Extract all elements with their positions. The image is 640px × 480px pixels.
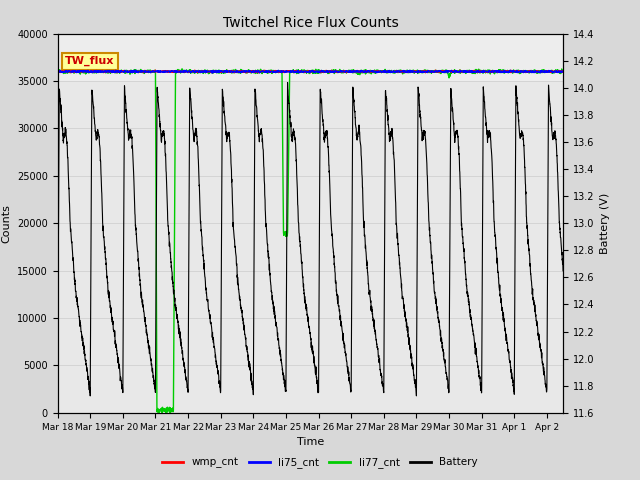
Y-axis label: Battery (V): Battery (V) [600, 192, 610, 254]
X-axis label: Time: Time [297, 437, 324, 447]
Y-axis label: Counts: Counts [1, 204, 12, 242]
Bar [58, 34, 563, 81]
Title: Twitchel Rice Flux Counts: Twitchel Rice Flux Counts [223, 16, 398, 30]
Text: TW_flux: TW_flux [65, 56, 115, 66]
Legend: wmp_cnt, li75_cnt, li77_cnt, Battery: wmp_cnt, li75_cnt, li77_cnt, Battery [158, 453, 482, 472]
